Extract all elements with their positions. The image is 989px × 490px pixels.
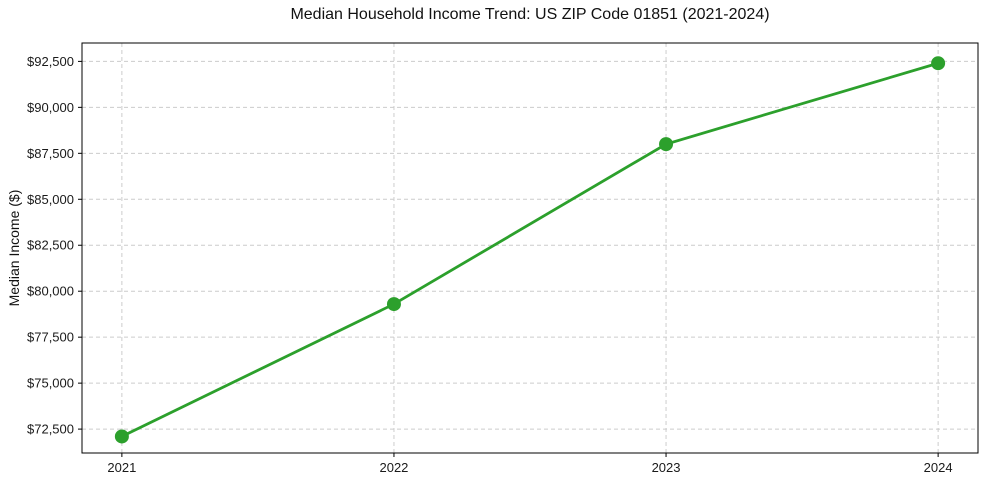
y-tick-label: $75,000 bbox=[27, 376, 74, 391]
y-tick-label: $80,000 bbox=[27, 284, 74, 299]
x-tick-label: 2021 bbox=[107, 460, 136, 475]
x-tick-label: 2024 bbox=[924, 460, 953, 475]
y-tick-label: $72,500 bbox=[27, 422, 74, 437]
chart-title: Median Household Income Trend: US ZIP Co… bbox=[290, 6, 770, 23]
data-point-marker bbox=[931, 56, 946, 71]
y-tick-label: $77,500 bbox=[27, 330, 74, 345]
x-tick-label: 2022 bbox=[379, 460, 408, 475]
data-point-marker bbox=[386, 297, 401, 312]
y-tick-label: $82,500 bbox=[27, 238, 74, 253]
y-tick-label: $92,500 bbox=[27, 54, 74, 69]
x-tick-label: 2023 bbox=[652, 460, 681, 475]
y-tick-label: $85,000 bbox=[27, 192, 74, 207]
y-tick-label: $87,500 bbox=[27, 146, 74, 161]
trend-line bbox=[120, 61, 940, 438]
plot-border bbox=[81, 42, 979, 454]
y-tick-label: $90,000 bbox=[27, 100, 74, 115]
data-point-marker bbox=[114, 429, 129, 444]
data-point-marker bbox=[659, 137, 674, 152]
